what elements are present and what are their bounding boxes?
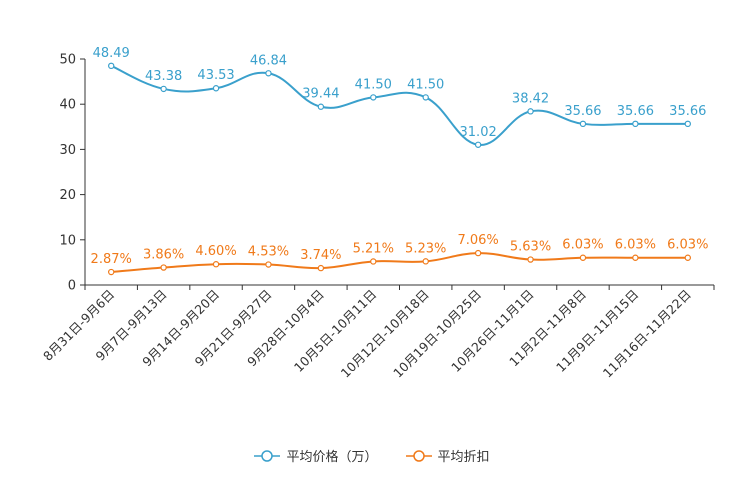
data-label: 2.87% (91, 252, 132, 267)
legend-label-price: 平均价格（万） (286, 450, 378, 465)
x-tick-label: 10月19日-10月25日 (390, 287, 484, 381)
data-label: 38.42 (512, 91, 549, 106)
data-point[interactable] (422, 94, 429, 101)
data-point[interactable] (474, 141, 482, 148)
data-point[interactable] (212, 261, 220, 268)
data-point[interactable] (317, 264, 325, 272)
data-label: 31.02 (460, 125, 497, 140)
legend-marker-price-icon (254, 449, 281, 462)
data-label: 46.84 (250, 53, 287, 68)
data-label: 6.03% (667, 238, 708, 253)
data-label: 6.03% (562, 238, 603, 253)
data-point[interactable] (422, 258, 429, 265)
data-label: 4.53% (248, 245, 289, 260)
data-label: 43.38 (145, 69, 182, 84)
y-tick-label: 30 (59, 143, 76, 158)
data-point[interactable] (684, 254, 691, 261)
data-point[interactable] (632, 254, 639, 261)
data-label: 48.49 (93, 46, 130, 61)
data-point[interactable] (212, 85, 220, 92)
y-tick-label: 0 (68, 279, 76, 294)
data-point[interactable] (160, 264, 167, 271)
data-label: 5.23% (405, 241, 446, 256)
data-point[interactable] (370, 258, 377, 265)
data-label: 6.03% (615, 238, 656, 253)
y-tick-label: 20 (59, 188, 76, 203)
data-label: 3.74% (300, 248, 341, 263)
legend: 平均价格（万） 平均折扣 (0, 446, 744, 465)
data-point[interactable] (527, 108, 534, 115)
data-point[interactable] (632, 120, 639, 128)
data-label: 35.66 (617, 104, 654, 119)
data-point[interactable] (474, 249, 482, 257)
data-point[interactable] (579, 120, 587, 128)
data-label: 35.66 (564, 104, 601, 119)
x-tick-label: 11月16日-11月22日 (600, 287, 694, 381)
series-line-1 (111, 252, 688, 274)
data-label: 39.44 (302, 87, 339, 102)
data-point[interactable] (317, 103, 325, 110)
data-point[interactable] (265, 261, 272, 268)
data-point[interactable] (370, 94, 377, 101)
data-label: 43.53 (197, 68, 234, 83)
data-point[interactable] (108, 62, 115, 70)
data-point[interactable] (579, 254, 587, 261)
data-label: 4.60% (195, 244, 236, 259)
legend-item-price[interactable]: 平均价格（万） (254, 446, 378, 465)
legend-item-discount[interactable]: 平均折扣 (405, 446, 490, 465)
data-label: 5.63% (510, 240, 551, 255)
x-tick-label: 10月12日-10月18日 (338, 287, 432, 381)
data-label: 41.50 (407, 77, 444, 92)
data-label: 41.50 (355, 77, 392, 92)
data-label: 35.66 (669, 104, 706, 119)
data-point[interactable] (527, 256, 534, 263)
data-point[interactable] (265, 70, 272, 77)
legend-label-discount: 平均折扣 (437, 450, 490, 465)
data-point[interactable] (160, 85, 167, 93)
data-label: 5.21% (353, 241, 394, 256)
y-tick-label: 10 (59, 233, 76, 248)
line-chart: 010203040508月31日-9月6日9月7日-9月13日9月14日-9月2… (40, 46, 715, 381)
y-tick-label: 40 (59, 98, 76, 113)
data-label: 7.06% (457, 233, 498, 248)
data-point[interactable] (684, 120, 691, 128)
data-point[interactable] (108, 268, 115, 276)
legend-marker-discount-icon (405, 449, 432, 462)
data-label: 3.86% (143, 248, 184, 263)
y-tick-label: 50 (59, 53, 76, 68)
